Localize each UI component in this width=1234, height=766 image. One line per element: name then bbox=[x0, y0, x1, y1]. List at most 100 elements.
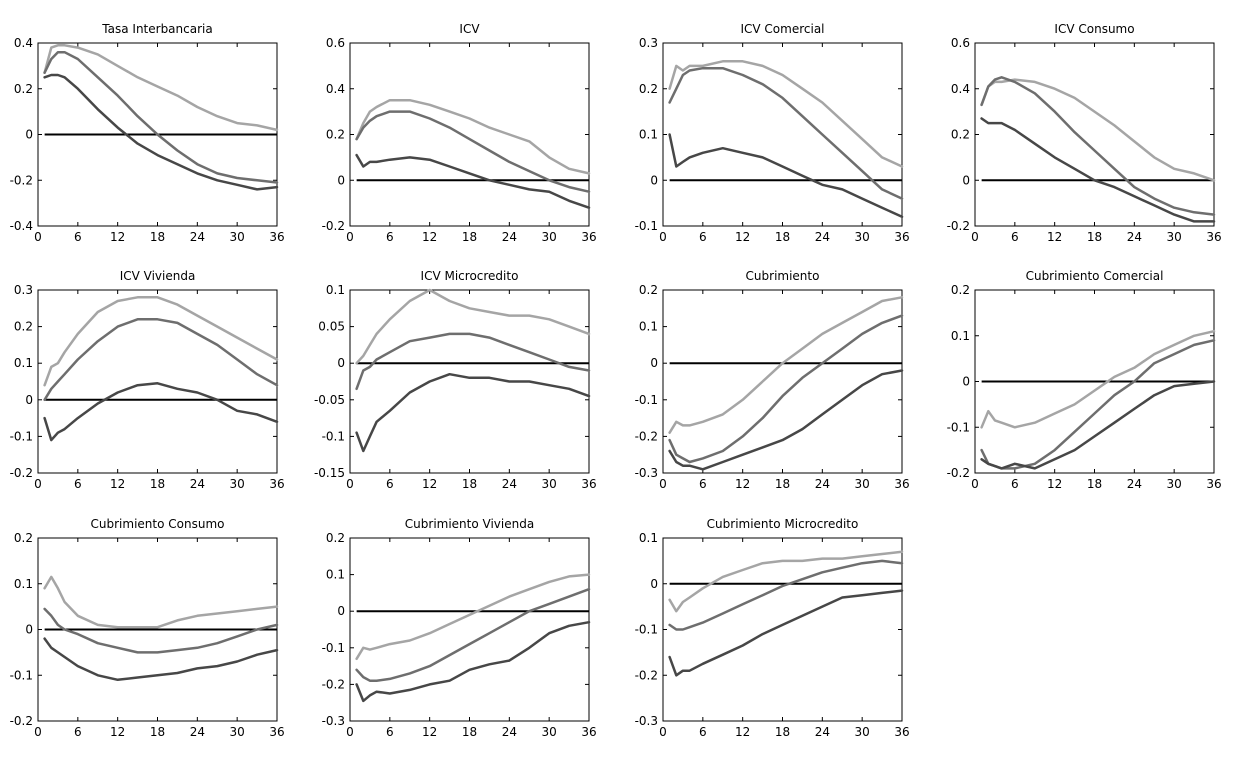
y-tick-label: -0.2 bbox=[947, 466, 970, 480]
x-tick-label: 36 bbox=[581, 725, 596, 739]
upper-band-line bbox=[668, 296, 904, 434]
x-tick-label: 36 bbox=[1206, 477, 1221, 491]
x-tick-label: 12 bbox=[110, 230, 125, 244]
upper-band-line bbox=[668, 550, 904, 613]
x-tick-label: 0 bbox=[34, 725, 42, 739]
y-tick-label: 0.05 bbox=[318, 320, 345, 334]
x-tick-label: 30 bbox=[542, 230, 557, 244]
panel-title: ICV Microcredito bbox=[421, 269, 519, 283]
x-tick-label: 18 bbox=[150, 230, 165, 244]
x-tick-label: 24 bbox=[815, 477, 830, 491]
y-tick-label: 0.6 bbox=[951, 36, 970, 50]
y-tick-label: 0.1 bbox=[326, 283, 345, 297]
lower-band-line bbox=[668, 133, 904, 219]
median-line bbox=[668, 66, 904, 200]
x-tick-label: 6 bbox=[1011, 477, 1019, 491]
x-tick-label: 6 bbox=[386, 477, 394, 491]
x-tick-label: 6 bbox=[386, 725, 394, 739]
y-tick-label: -0.3 bbox=[322, 714, 345, 728]
y-tick-label: 0.6 bbox=[326, 36, 345, 50]
y-tick-label: 0.4 bbox=[14, 36, 33, 50]
x-tick-label: 24 bbox=[815, 230, 830, 244]
x-tick-label: 36 bbox=[269, 725, 284, 739]
y-tick-label: 0.2 bbox=[326, 531, 345, 545]
y-tick-label: -0.2 bbox=[322, 219, 345, 233]
panel-title: ICV Comercial bbox=[740, 22, 824, 36]
x-tick-label: 0 bbox=[971, 477, 979, 491]
x-tick-label: 24 bbox=[815, 725, 830, 739]
x-tick-label: 30 bbox=[230, 725, 245, 739]
y-tick-label: 0.1 bbox=[639, 320, 658, 334]
axes-frame bbox=[349, 289, 590, 474]
y-tick-label: -0.1 bbox=[322, 429, 345, 443]
y-tick-label: -0.05 bbox=[314, 393, 345, 407]
x-tick-label: 36 bbox=[1206, 230, 1221, 244]
y-tick-label: 0.1 bbox=[14, 577, 33, 591]
y-tick-label: -0.1 bbox=[635, 623, 658, 637]
y-tick-label: -0.1 bbox=[322, 641, 345, 655]
y-tick-label: -0.1 bbox=[947, 420, 970, 434]
axes-frame bbox=[974, 42, 1215, 227]
x-tick-label: 18 bbox=[775, 477, 790, 491]
panel-11: Cubrimiento Microcredito 0 6 12 18 24 30 36 -0.3… bbox=[635, 517, 910, 739]
axes-frame bbox=[662, 289, 903, 474]
upper-band-line bbox=[355, 288, 591, 365]
y-tick-label: -0.2 bbox=[947, 219, 970, 233]
y-tick-label: 0.2 bbox=[639, 283, 658, 297]
lower-band-line bbox=[355, 372, 591, 453]
x-tick-label: 36 bbox=[269, 477, 284, 491]
x-tick-label: 24 bbox=[190, 230, 205, 244]
y-tick-label: -0.4 bbox=[10, 219, 33, 233]
y-tick-label: -0.2 bbox=[10, 714, 33, 728]
x-tick-label: 24 bbox=[1127, 477, 1142, 491]
y-tick-label: 0.1 bbox=[639, 531, 658, 545]
panel-10: Cubrimiento Vivienda 0 6 12 18 24 30 36 -0.3 -0.2… bbox=[322, 517, 597, 739]
axes-frame bbox=[662, 42, 903, 227]
x-tick-label: 30 bbox=[855, 230, 870, 244]
x-tick-label: 6 bbox=[699, 477, 707, 491]
panel-title: ICV Consumo bbox=[1054, 22, 1134, 36]
x-tick-label: 6 bbox=[74, 725, 82, 739]
x-tick-label: 0 bbox=[34, 477, 42, 491]
x-tick-label: 36 bbox=[581, 230, 596, 244]
upper-band-line bbox=[980, 329, 1216, 429]
x-tick-label: 0 bbox=[34, 230, 42, 244]
x-tick-label: 18 bbox=[150, 477, 165, 491]
median-line bbox=[43, 607, 279, 654]
y-tick-label: -0.15 bbox=[314, 466, 345, 480]
panel-8: Cubrimiento Comercial 0 6 12 18 24 30 36 -0.2 -0.… bbox=[947, 269, 1222, 491]
x-tick-label: 0 bbox=[346, 230, 354, 244]
x-tick-label: 18 bbox=[1087, 230, 1102, 244]
x-tick-label: 24 bbox=[502, 725, 517, 739]
x-tick-label: 24 bbox=[502, 230, 517, 244]
panel-title: Cubrimiento Consumo bbox=[91, 517, 225, 531]
x-tick-label: 6 bbox=[699, 725, 707, 739]
panel-title: ICV bbox=[459, 22, 480, 36]
x-tick-label: 24 bbox=[502, 477, 517, 491]
x-tick-label: 6 bbox=[699, 230, 707, 244]
lower-band-line bbox=[355, 153, 591, 209]
y-tick-label: -0.3 bbox=[635, 714, 658, 728]
x-tick-label: 12 bbox=[1047, 477, 1062, 491]
x-tick-label: 36 bbox=[269, 230, 284, 244]
y-tick-label: 0 bbox=[962, 173, 970, 187]
x-tick-label: 30 bbox=[542, 477, 557, 491]
y-tick-label: 0.2 bbox=[639, 82, 658, 96]
y-tick-label: -0.2 bbox=[10, 466, 33, 480]
y-tick-label: 0.1 bbox=[951, 329, 970, 343]
x-tick-label: 30 bbox=[230, 230, 245, 244]
y-tick-label: 0.2 bbox=[951, 283, 970, 297]
x-tick-label: 36 bbox=[894, 477, 909, 491]
panel-9: Cubrimiento Consumo 0 6 12 18 24 30 36 -0.2 -0.1 0… bbox=[10, 517, 285, 739]
x-tick-label: 0 bbox=[971, 230, 979, 244]
median-line bbox=[980, 339, 1216, 470]
lower-band-line bbox=[980, 380, 1216, 470]
x-tick-label: 18 bbox=[462, 230, 477, 244]
y-tick-label: 0.2 bbox=[14, 531, 33, 545]
panel-title: Cubrimiento Vivienda bbox=[405, 517, 534, 531]
median-line bbox=[980, 76, 1216, 216]
x-tick-label: 18 bbox=[775, 230, 790, 244]
x-tick-label: 30 bbox=[1167, 230, 1182, 244]
